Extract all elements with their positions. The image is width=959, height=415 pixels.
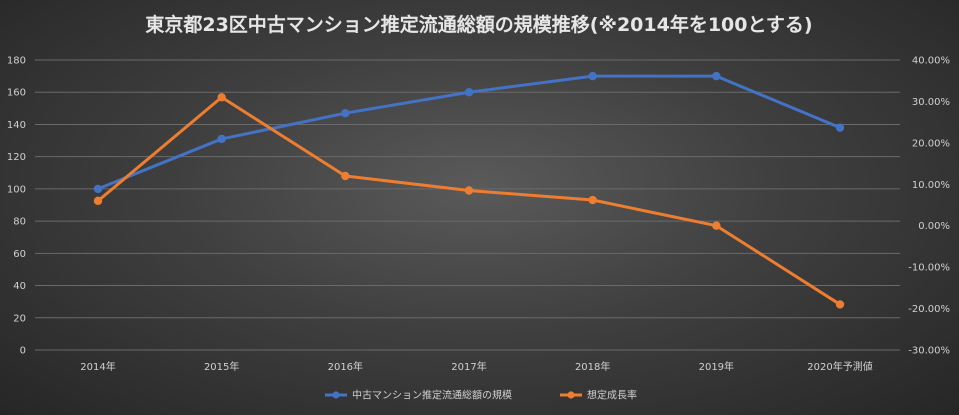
right-tick-label: 10.00% — [912, 180, 950, 191]
left-tick-label: 140 — [7, 120, 26, 131]
data-point — [341, 108, 350, 118]
left-axis-ticks: 0 20 40 60 80 100 120 140 160 180 — [7, 56, 26, 357]
data-point — [217, 93, 226, 102]
data-point — [712, 221, 721, 230]
right-axis-ticks: -30.00% -20.00% -10.00% 0.00% 10.00% 20.00% 30… — [908, 56, 950, 357]
data-point — [464, 88, 474, 97]
left-tick-label: 80 — [13, 217, 26, 228]
right-tick-label: 30.00% — [912, 97, 950, 108]
x-tick-label: 2019年 — [699, 360, 734, 373]
left-tick-label: 100 — [7, 184, 26, 195]
right-tick-label: 20.00% — [912, 138, 950, 149]
data-point — [588, 71, 597, 81]
data-point — [341, 171, 350, 181]
legend-label-0: 中古マンション推定流通総額の規模 — [352, 389, 512, 402]
right-tick-label: -30.00% — [908, 346, 950, 357]
data-point — [835, 300, 845, 309]
legend-marker-1 — [567, 391, 575, 399]
legend-marker-0 — [332, 391, 340, 399]
right-tick-label: -20.00% — [908, 304, 950, 315]
x-tick-label: 2017年 — [451, 360, 486, 373]
left-tick-label: 160 — [7, 88, 26, 99]
x-tick-label: 2014年 — [80, 360, 115, 373]
x-axis-ticks: 2014年 2015年 2016年 2017年 2018年 2019年 2020年予測値 — [80, 360, 872, 373]
x-tick-label: 2016年 — [328, 360, 363, 373]
right-tick-label: -10.00% — [908, 263, 950, 274]
left-tick-label: 180 — [7, 56, 26, 67]
data-point — [835, 123, 845, 132]
data-point — [464, 186, 474, 195]
series-line-1 — [96, 95, 842, 306]
left-tick-label: 20 — [13, 313, 26, 324]
x-tick-label: 2020年予測値 — [807, 360, 872, 373]
x-tick-label: 2015年 — [204, 360, 239, 373]
data-point — [217, 134, 226, 144]
data-point — [93, 196, 103, 206]
left-tick-label: 60 — [13, 249, 26, 260]
series-lines — [93, 71, 845, 309]
right-tick-label: 40.00% — [912, 56, 950, 67]
left-tick-label: 0 — [20, 346, 26, 357]
x-tick-label: 2018年 — [575, 360, 610, 373]
legend: 中古マンション推定流通総額の規模 想定成長率 — [325, 389, 637, 402]
left-tick-label: 40 — [13, 281, 26, 292]
right-tick-label: 0.00% — [918, 221, 950, 232]
data-point — [588, 195, 597, 205]
left-tick-label: 120 — [7, 152, 26, 163]
chart-title: 東京都23区中古マンション推定流通総額の規模推移(※2014年を100とする) — [145, 13, 812, 36]
legend-label-1: 想定成長率 — [587, 389, 637, 402]
data-point — [93, 184, 103, 194]
data-point — [712, 71, 721, 81]
gridlines — [35, 59, 900, 351]
